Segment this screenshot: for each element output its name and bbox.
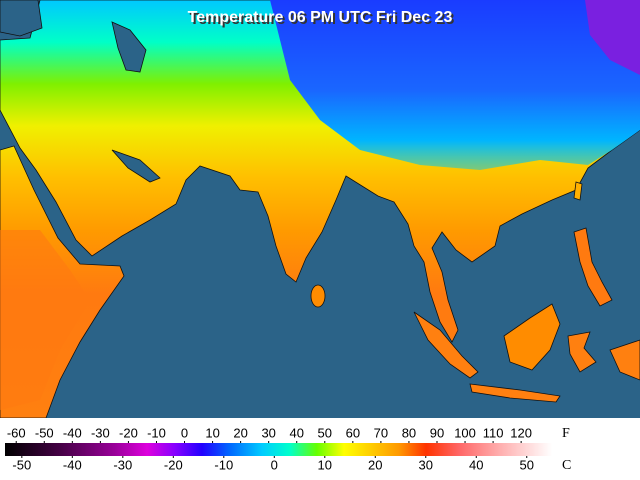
sumatra — [413, 311, 479, 379]
f-tick-label: 80 — [402, 425, 416, 440]
java — [469, 383, 561, 403]
f-tick-label: 30 — [261, 425, 275, 440]
f-tick-label: -30 — [91, 425, 110, 440]
f-tick-label: 110 — [483, 425, 504, 440]
sri-lanka — [310, 284, 326, 308]
sulawesi — [567, 331, 597, 373]
persian-gulf — [111, 149, 161, 183]
f-tick-label: -10 — [147, 425, 166, 440]
cold-region — [270, 0, 640, 170]
c-unit: C — [562, 458, 571, 473]
philippines — [573, 227, 613, 307]
title: Temperature 06 PM UTC Fri Dec 23 — [188, 9, 453, 26]
c-tick-label: -40 — [63, 457, 82, 472]
c-tick-label: -20 — [164, 457, 183, 472]
africa-warm — [0, 230, 90, 410]
c-tick-label: -50 — [12, 457, 31, 472]
f-tick-label: 10 — [205, 425, 219, 440]
c-tick-label: 10 — [318, 457, 332, 472]
c-tick-label: -30 — [113, 457, 132, 472]
f-tick-label: 70 — [374, 425, 388, 440]
c-tick-label: 0 — [271, 457, 278, 472]
c-tick-label: 30 — [419, 457, 433, 472]
c-tick-label: 20 — [368, 457, 382, 472]
borneo — [503, 303, 561, 371]
black-sea — [0, 0, 43, 37]
f-tick-label: -20 — [119, 425, 138, 440]
f-tick-label: 90 — [430, 425, 444, 440]
f-tick-label: 50 — [318, 425, 332, 440]
c-tick-label: 40 — [469, 457, 483, 472]
f-tick-label: -50 — [35, 425, 54, 440]
f-tick-label: -60 — [7, 425, 26, 440]
f-tick-label: 120 — [510, 425, 532, 440]
color-scale — [5, 443, 552, 456]
title-shadow: Temperature 06 PM UTC Fri Dec 23 — [190, 11, 455, 28]
new-guinea — [609, 339, 640, 381]
f-tick-label: 100 — [454, 425, 476, 440]
coldest-region — [585, 0, 640, 75]
f-tick-label: -40 — [63, 425, 82, 440]
f-unit: F — [562, 426, 570, 441]
f-tick-label: 20 — [233, 425, 247, 440]
f-tick-label: 60 — [346, 425, 360, 440]
taiwan — [573, 181, 583, 201]
c-tick-label: -10 — [214, 457, 233, 472]
f-tick-label: 0 — [181, 425, 188, 440]
f-tick-label: 40 — [289, 425, 303, 440]
caspian-sea — [111, 21, 147, 73]
c-tick-label: 50 — [520, 457, 534, 472]
landmass — [0, 0, 640, 419]
